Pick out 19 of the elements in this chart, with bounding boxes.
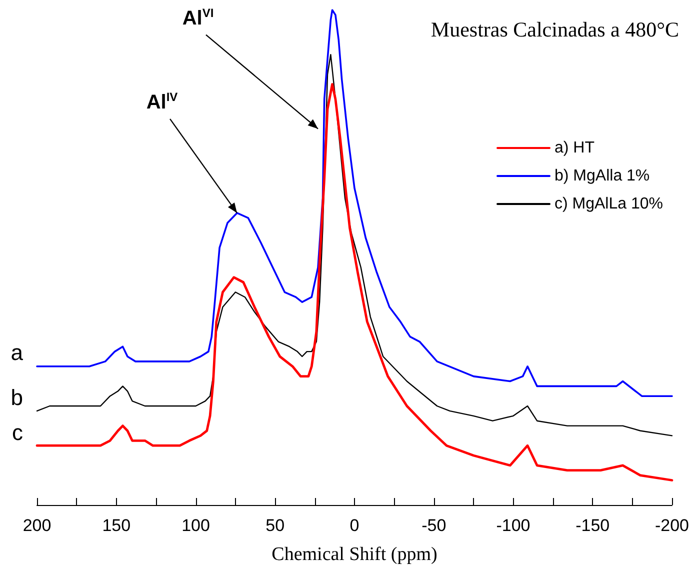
- x-tick-label: -200: [654, 516, 690, 535]
- x-tick-label: -150: [576, 516, 610, 535]
- x-tick-label: 50: [266, 516, 285, 535]
- x-tick-label: 150: [102, 516, 131, 535]
- x-tick-label: 200: [22, 516, 52, 535]
- annotation: c: [12, 420, 23, 445]
- annotation: Al$^{VI}$: [182, 6, 214, 30]
- legend-label: c) MgAlLa 10%: [554, 196, 664, 212]
- x-tick-label: 100: [182, 516, 210, 535]
- x-axis-title: Chemical Shift (ppm): [272, 544, 438, 565]
- annotation: b: [10, 384, 23, 410]
- legend-label: a) HT: [554, 140, 595, 156]
- annotation: Al$^{IV}$: [146, 90, 178, 114]
- legend-label: b) MgAlla 1%: [554, 168, 650, 184]
- annotation: a: [10, 340, 23, 366]
- x-tick-label: -50: [422, 516, 446, 535]
- x-tick-label: -100: [496, 516, 530, 535]
- chart-title: Muestras Calcinadas a 480°C: [430, 18, 679, 42]
- x-tick-label: 0: [350, 516, 360, 535]
